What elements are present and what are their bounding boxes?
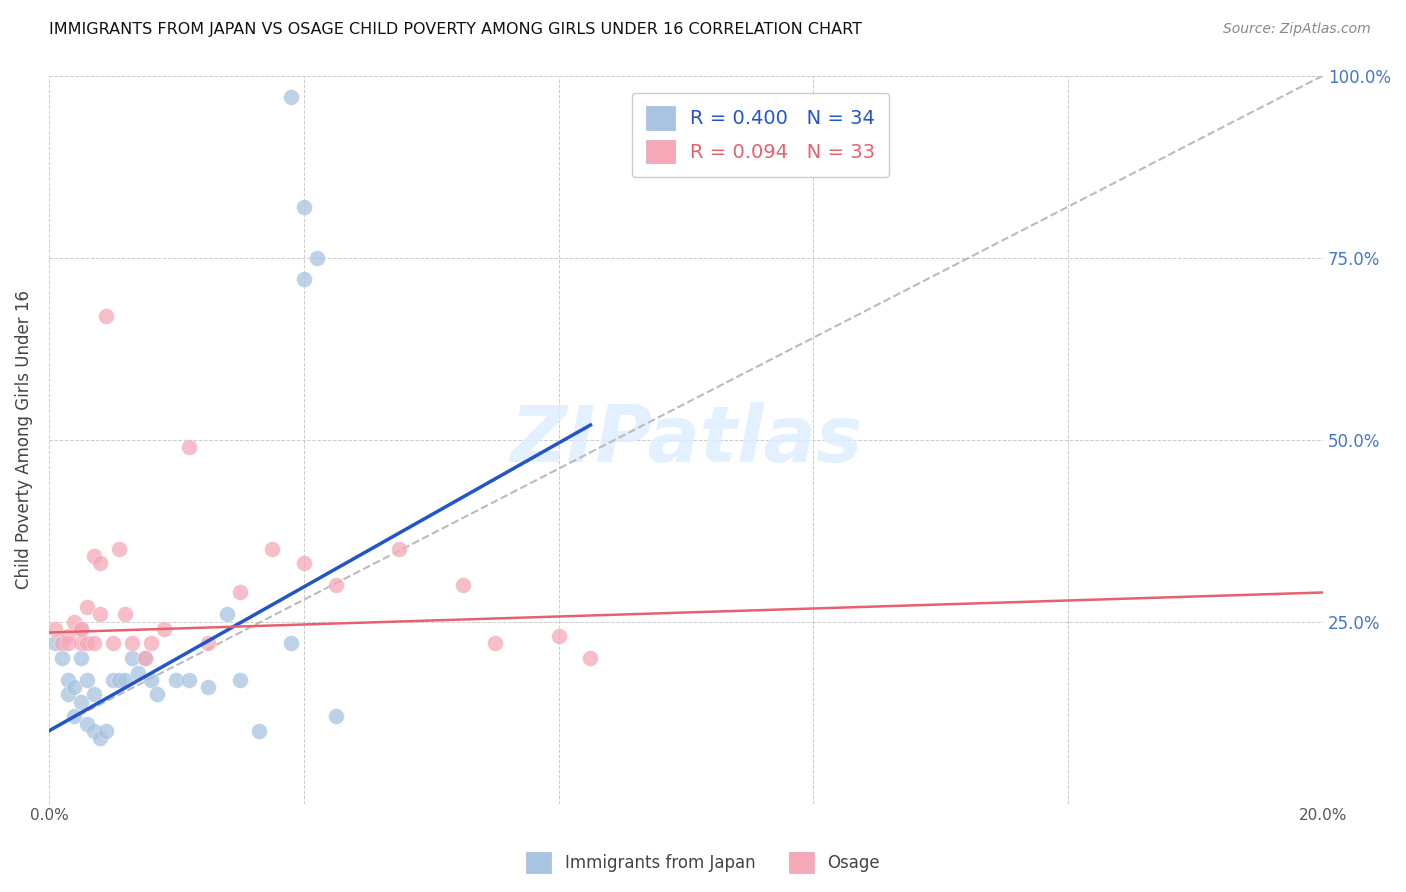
Point (44, 622, 66, 636)
Point (292, 557, 315, 571)
Point (69, 695, 91, 709)
Point (56, 687, 79, 701)
Point (260, 541, 283, 556)
Point (83, 723, 105, 738)
Point (165, 673, 187, 687)
Point (134, 651, 156, 665)
Point (56, 636, 79, 650)
Point (89, 607, 111, 622)
Point (101, 673, 124, 687)
Point (76, 716, 98, 731)
Point (127, 665, 149, 680)
Point (229, 585, 252, 599)
Point (152, 622, 174, 636)
Point (451, 578, 474, 592)
Point (114, 607, 136, 622)
Point (63, 680, 86, 694)
Point (44, 636, 66, 650)
Point (197, 636, 219, 650)
Point (121, 636, 143, 650)
Point (76, 636, 98, 650)
Point (76, 673, 98, 687)
Point (89, 731, 111, 745)
Point (56, 629, 79, 643)
Point (56, 673, 79, 687)
Point (51, 651, 73, 665)
Point (63, 709, 86, 723)
Point (139, 636, 162, 650)
Point (101, 636, 124, 650)
Point (325, 578, 347, 592)
Point (579, 651, 602, 665)
Point (69, 622, 91, 636)
Point (179, 440, 201, 454)
Point (96, 309, 118, 323)
Point (197, 680, 219, 694)
Point (484, 636, 506, 650)
Y-axis label: Child Poverty Among Girls Under 16: Child Poverty Among Girls Under 16 (15, 290, 32, 589)
Point (292, 272, 315, 286)
Text: ZIPatlas: ZIPatlas (510, 401, 862, 477)
Point (83, 549, 105, 563)
Point (139, 673, 162, 687)
Point (69, 622, 91, 636)
Point (114, 673, 136, 687)
Point (63, 615, 86, 629)
Text: IMMIGRANTS FROM JAPAN VS OSAGE CHILD POVERTY AMONG GIRLS UNDER 16 CORRELATION CH: IMMIGRANTS FROM JAPAN VS OSAGE CHILD POV… (49, 22, 862, 37)
Point (325, 709, 347, 723)
Point (134, 651, 156, 665)
Legend: Immigrants from Japan, Osage: Immigrants from Japan, Osage (520, 846, 886, 880)
Point (89, 557, 111, 571)
Point (83, 636, 105, 650)
Point (108, 541, 131, 556)
Point (51, 636, 73, 650)
Point (217, 607, 239, 622)
Point (108, 673, 131, 687)
Text: Source: ZipAtlas.com: Source: ZipAtlas.com (1223, 22, 1371, 37)
Point (280, 636, 302, 650)
Point (121, 651, 143, 665)
Legend: R = 0.400   N = 34, R = 0.094   N = 33: R = 0.400 N = 34, R = 0.094 N = 33 (633, 93, 889, 177)
Point (179, 673, 201, 687)
Point (547, 629, 569, 643)
Point (292, 200, 315, 214)
Point (76, 600, 98, 615)
Point (146, 687, 169, 701)
Point (305, 251, 328, 265)
Point (69, 636, 91, 650)
Point (388, 541, 411, 556)
Point (247, 723, 270, 738)
Point (229, 673, 252, 687)
Point (69, 651, 91, 665)
Point (83, 687, 105, 701)
Point (280, 90, 302, 104)
Point (96, 723, 118, 738)
